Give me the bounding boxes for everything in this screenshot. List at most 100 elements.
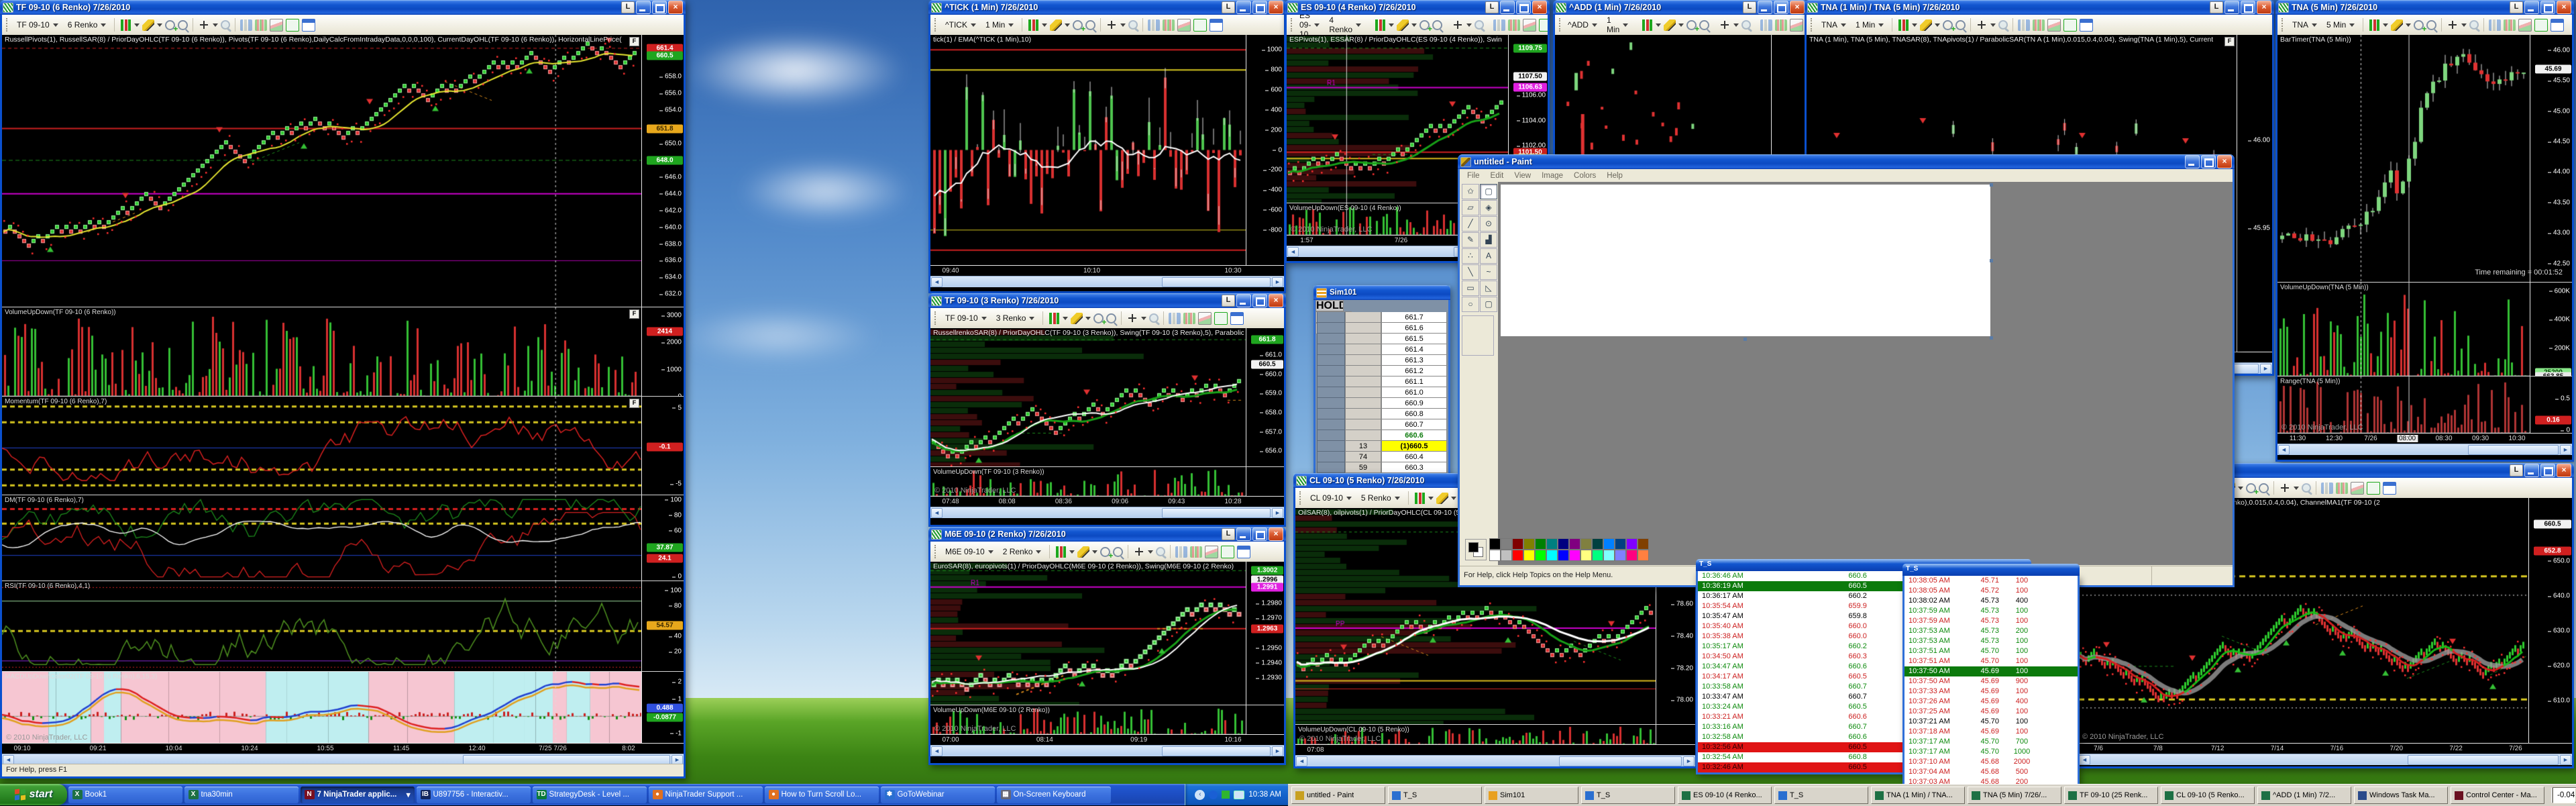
maximize-button[interactable] [1252, 294, 1267, 307]
account-icon[interactable] [1539, 18, 1548, 32]
close-button[interactable]: × [1269, 1, 1283, 14]
dom-column-header[interactable]: HOLD [1316, 300, 1344, 311]
dom-row[interactable]: 661.6 [1317, 323, 1447, 334]
link-button[interactable]: L [1222, 1, 1235, 13]
drawing-tools-icon[interactable] [1397, 19, 1409, 31]
focus-button[interactable]: F [629, 309, 639, 319]
minimize-button[interactable] [1236, 294, 1251, 307]
palette-swatch[interactable] [1638, 538, 1649, 550]
dom-price-cell[interactable]: 661.0 [1381, 387, 1447, 398]
close-button[interactable]: × [2557, 464, 2571, 477]
titlebar-tna5[interactable]: TNA (5 Min) 7/26/2010 L × [2275, 0, 2574, 15]
link-button[interactable]: L [1222, 528, 1235, 540]
dom-price-cell[interactable]: 660.4 [1381, 452, 1447, 462]
instrument-dropdown[interactable]: TNA [2289, 18, 2320, 32]
paint-tool-rectangle-icon[interactable]: ▭ [1462, 281, 1479, 296]
m6e-chart-canvas-0[interactable] [930, 562, 1246, 705]
link-button[interactable]: L [1222, 295, 1235, 307]
palette-swatch[interactable] [1615, 550, 1626, 561]
crosshair-icon[interactable] [1976, 19, 1988, 31]
properties-icon[interactable] [1237, 545, 1251, 558]
interval-dropdown[interactable]: 6 Renko [64, 18, 110, 32]
chart-panel-tf6-5[interactable]: 2 1 -1 0.488 -0.0877 MACDUpDownColor02(TF 09-… [2, 671, 684, 744]
chart-panel-tf3-0[interactable]: 661.0 660.0 659.0 658.0 657.0 656.0 661.8 660.5… [930, 328, 1284, 466]
price-axis[interactable]: 650.0 640.0 630.0 620.0 610.0 660.5 652.8 [2528, 498, 2572, 743]
taskbar-button-windows-task-ma-[interactable]: Windows Task Ma... [2354, 787, 2448, 804]
paint-tool-ellipse-icon[interactable]: ○ [1462, 297, 1479, 312]
market-analyzer-icon[interactable] [1175, 546, 1188, 558]
chart-style-icon[interactable] [1374, 19, 1387, 31]
tf6-chart-canvas-4[interactable] [2, 581, 642, 672]
close-button[interactable]: × [1532, 1, 1547, 14]
properties-icon[interactable] [2551, 18, 2565, 32]
zoom-in-icon[interactable] [2414, 19, 2426, 34]
interval-dropdown[interactable]: 5 Min [2323, 18, 2358, 32]
maximize-button[interactable] [1252, 527, 1267, 541]
drawing-tools-icon[interactable] [142, 19, 155, 31]
interval-dropdown[interactable]: 3 Renko [993, 311, 1038, 325]
horizontal-scrollbar[interactable]: ◄► [2078, 754, 2572, 765]
price-axis[interactable]: 2 1 -1 0.488 -0.0877 [641, 672, 684, 744]
titlebar-tick[interactable]: ^TICK (1 Min) 7/26/2010 L × [928, 0, 1286, 15]
dom-row[interactable]: 661.4 [1317, 344, 1447, 355]
dom-price-cell[interactable]: 661.1 [1381, 376, 1447, 387]
chart-panel-m6e-1[interactable]: VolumeUpDown(M6E 09-10 (2 Renko)) © 2010 … [930, 705, 1284, 735]
instrument-dropdown[interactable]: ^ADD [1564, 18, 1601, 32]
chart-trader-icon[interactable] [2504, 19, 2516, 31]
palette-swatch[interactable] [1615, 538, 1626, 550]
chart-panel-tna5-2[interactable]: 0.5 0 0.16 Range(TNA (5 Min)) © 2010 NinjaTr… [2277, 376, 2572, 434]
dom-price-cell[interactable]: 661.6 [1381, 323, 1447, 334]
tray-chevron-icon[interactable]: ‹ [1195, 789, 1205, 800]
chart-panel-tf6-0[interactable]: 658.0 656.0 654.0 650.0 646.0 644.0 642.0 640.0… [2, 35, 684, 307]
horizontal-scrollbar[interactable]: ◄► [2, 754, 684, 765]
taskbar-button-sim101[interactable]: Sim101 [1485, 787, 1578, 804]
price-axis[interactable]: 661.0 660.0 659.0 658.0 657.0 656.0 661.8 660.5 [1246, 328, 1284, 466]
zoom-window-icon[interactable] [1998, 20, 2008, 30]
palette-swatch[interactable] [1523, 538, 1535, 550]
instrument-dropdown[interactable]: TF 09-10 [13, 18, 62, 32]
focus-button[interactable]: F [2224, 37, 2235, 46]
chart-style-icon[interactable] [119, 19, 132, 31]
titlebar-es[interactable]: ES 09-10 (4 Renko) 7/26/2010 L × [1285, 0, 1550, 15]
paint-canvas[interactable] [1501, 185, 1990, 336]
price-axis[interactable]: 100 80 40 20 54.57 [641, 581, 684, 672]
zoom-window-icon[interactable] [1149, 313, 1159, 323]
dom-row[interactable]: 661.3 [1317, 355, 1447, 366]
zoom-out-icon[interactable] [1113, 546, 1124, 557]
palette-swatch[interactable] [1546, 538, 1558, 550]
market-analyzer-icon[interactable] [1169, 312, 1181, 324]
paint-tool-freeform-select-icon[interactable]: ✩ [1462, 184, 1479, 199]
time-axis[interactable]: 7/6 7/8 7/12 7/14 7/16 7/20 7/22 7/26 [2078, 743, 2572, 754]
palette-swatch[interactable] [1638, 550, 1649, 561]
time-axis[interactable]: 07:08 [1295, 744, 1695, 756]
zoom-out-icon[interactable] [1106, 313, 1117, 323]
dom-row[interactable]: 660.9 [1317, 398, 1447, 409]
minimize-button[interactable] [1236, 527, 1251, 541]
zoom-out-icon[interactable] [1955, 19, 1966, 30]
horizontal-scrollbar[interactable]: ◄► [930, 507, 1284, 518]
close-button[interactable]: × [2257, 1, 2271, 14]
tray-sim-icon[interactable] [1222, 791, 1230, 799]
dom-price-cell[interactable]: (1)660.5 [1381, 441, 1447, 452]
dom-price-cell[interactable]: 660.8 [1381, 409, 1447, 419]
chart-panel-tna5-0[interactable]: 46.00 45.50 45.00 44.50 44.00 43.50 43.00 42.50… [2277, 35, 2572, 282]
taskbar-button-tf-09-10-25-renk-[interactable]: TF 09-10 (25 Renk... [2064, 787, 2158, 804]
palette-swatch[interactable] [1592, 538, 1603, 550]
dom-price-cell[interactable]: 661.5 [1381, 334, 1447, 344]
zoom-in-icon[interactable] [2246, 483, 2259, 497]
link-button[interactable]: L [621, 1, 635, 13]
zoom-window-icon[interactable] [2469, 20, 2479, 30]
zoom-in-icon[interactable] [1419, 19, 1432, 34]
minimize-button[interactable] [1236, 1, 1251, 14]
taskbar-button-tna-5-min-7-26-[interactable]: TNA (5 Min) 7/26/... [1968, 787, 2061, 804]
interval-dropdown[interactable]: 5 Renko [1358, 491, 1403, 505]
chart-type-icon[interactable] [1790, 18, 1804, 32]
dom-row[interactable]: 661.0 [1317, 387, 1447, 398]
dom-row[interactable]: 661.1 [1317, 376, 1447, 387]
link-button[interactable]: L [1485, 1, 1499, 13]
focus-button[interactable]: F [629, 37, 639, 46]
crosshair-icon[interactable] [1133, 546, 1146, 558]
horizontal-scrollbar[interactable]: ◄► [930, 276, 1284, 287]
